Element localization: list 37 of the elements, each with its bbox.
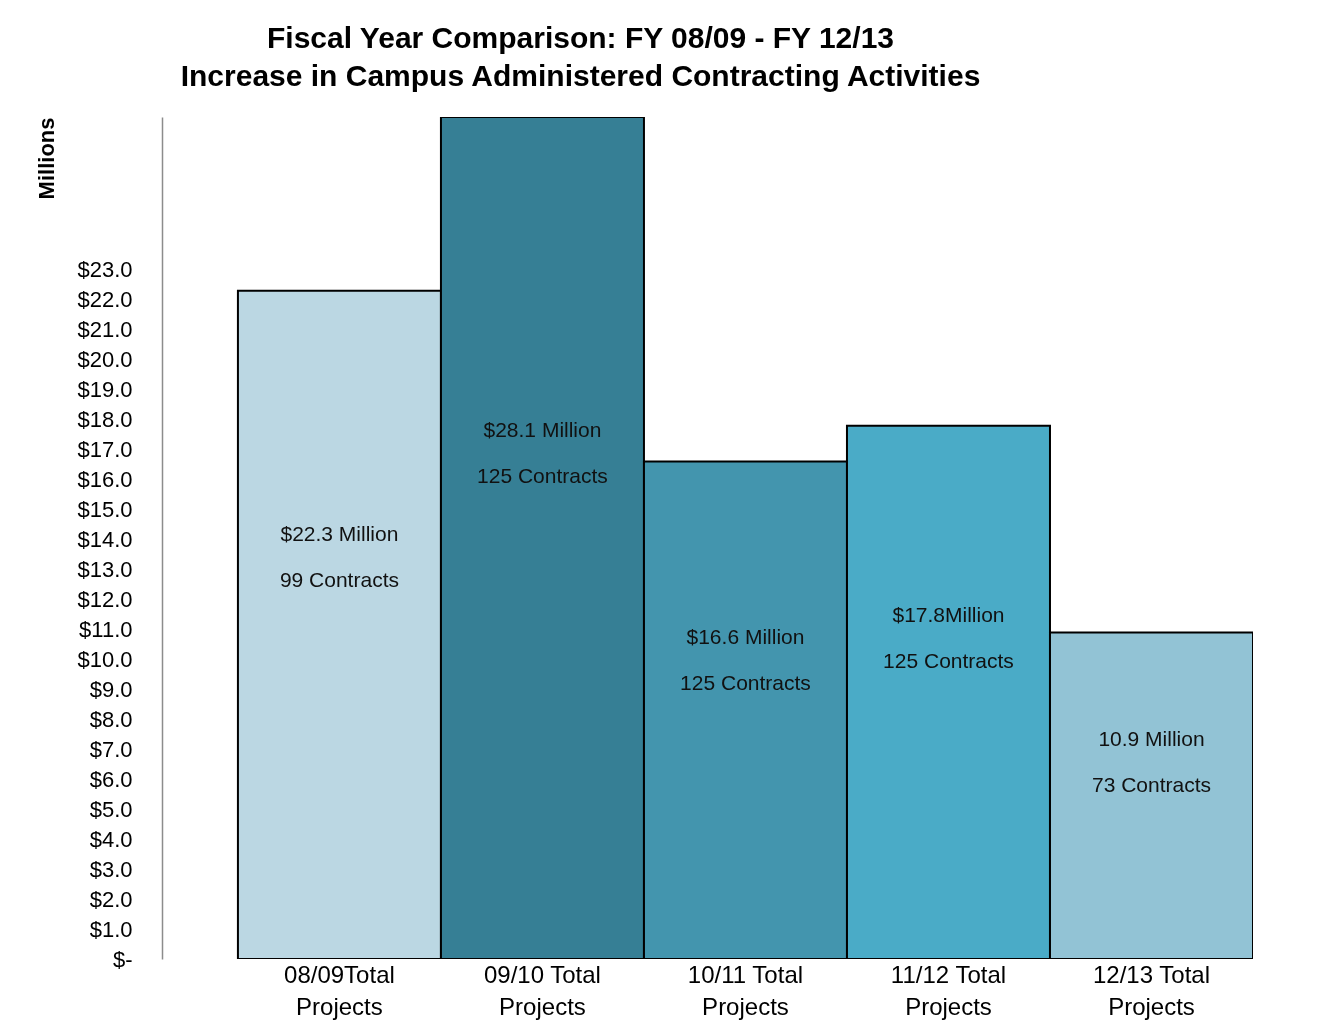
- text: $28.1 Million 125 Contracts: [477, 417, 608, 487]
- y-tick-label: $19.0: [77, 377, 133, 403]
- y-tick-label: $15.0: [77, 497, 133, 523]
- y-tick-label: $21.0: [77, 317, 133, 343]
- chart-title: Fiscal Year Comparison: FY 08/09 - FY 12/13: [267, 21, 894, 54]
- y-axis-title: Millions: [34, 117, 60, 200]
- y-tick-label: $6.0: [89, 766, 133, 792]
- y-tick-label: $22.0: [77, 287, 133, 313]
- y-tick-label: $11.0: [79, 616, 133, 642]
- text: $22.3 Million 99 Contracts: [279, 522, 399, 592]
- y-tick-label: $23.0: [77, 257, 133, 283]
- y-tick-label: $-: [112, 946, 133, 972]
- y-tick-label: $2.0: [89, 886, 133, 912]
- y-tick-label: $10.0: [77, 646, 133, 672]
- text: $17.8Million 125 Contracts: [883, 602, 1014, 672]
- chart-subtitle: Increase in Campus Administered Contracting Activities: [180, 59, 981, 92]
- y-tick-label: $8.0: [89, 706, 133, 732]
- y-tick-label: $9.0: [89, 676, 133, 702]
- y-tick-label: $12.0: [77, 586, 133, 612]
- y-tick-label: $4.0: [89, 826, 133, 852]
- y-tick-label: $17.0: [77, 437, 133, 463]
- y-tick-label: $16.0: [77, 467, 133, 493]
- text: $16.6 Million 125 Contracts: [680, 624, 811, 694]
- y-tick-label: $20.0: [77, 347, 133, 373]
- y-tick-label: $3.0: [89, 856, 133, 882]
- y-tick-label: $7.0: [89, 736, 133, 762]
- y-tick-label: $13.0: [77, 556, 133, 582]
- x-tick-label: 12/13 Total Projects: [1092, 960, 1210, 1020]
- x-tick-label: 10/11 Total Projects: [687, 960, 804, 1020]
- x-tick-label: 09/10 Total Projects: [483, 960, 601, 1020]
- y-tick-label: $14.0: [77, 527, 133, 552]
- y-tick-label: $18.0: [77, 407, 133, 433]
- x-tick-label: 11/12 Total Projects: [890, 960, 1007, 1020]
- y-tick-label: $5.0: [89, 796, 133, 822]
- x-tick-label: 08/09Total Projects: [284, 960, 395, 1020]
- y-tick-label: $1.0: [89, 916, 133, 942]
- text: 10.9 Million 73 Contracts: [1091, 727, 1212, 797]
